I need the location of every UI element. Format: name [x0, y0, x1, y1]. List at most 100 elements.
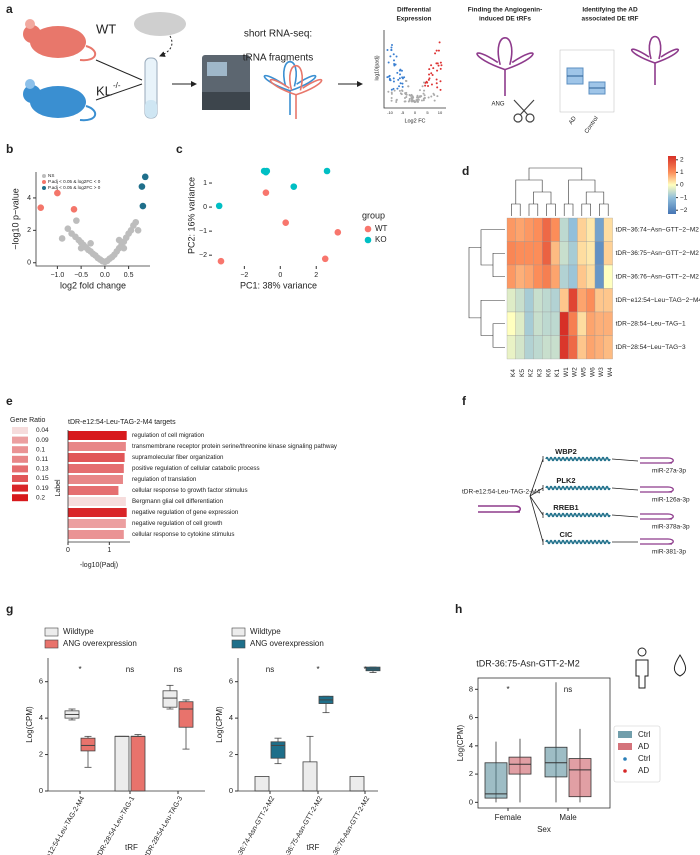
mini-point [436, 95, 439, 98]
mini-point [421, 85, 424, 88]
y-tick-label: 0 [39, 786, 43, 795]
legend-swatch [12, 494, 28, 502]
heat-cell [603, 217, 613, 242]
heat-cell [524, 241, 534, 266]
legend-label: ANG overexpression [63, 639, 137, 648]
mini-point [391, 44, 394, 47]
mini-point [390, 46, 393, 49]
colorbar-label: 0 [680, 182, 684, 189]
point [290, 183, 298, 190]
tail [79, 105, 96, 122]
y-tick-label: −1 [199, 228, 207, 235]
mirna-label: miR-126a-3p [652, 497, 690, 504]
legend-label: 0.15 [36, 475, 49, 482]
y-tick-label: 0 [229, 786, 233, 795]
column-label: K4 [510, 369, 517, 377]
mini-tick-label: 5 [426, 110, 429, 115]
mini-point [395, 99, 398, 102]
legend-label: 0.11 [36, 456, 49, 463]
mini-point [415, 98, 418, 101]
x-axis-label: PC1: 38% variance [240, 280, 317, 290]
dendrogram [492, 323, 505, 348]
heat-cell [559, 335, 569, 360]
legend-swatch [618, 743, 632, 750]
y-axis-label: Log(CPM) [215, 706, 224, 743]
column-label: W6 [589, 367, 596, 377]
mini-point [395, 100, 398, 103]
x-tick-label: tDR-e12:54-Leu-TAG-2-M4 [38, 795, 86, 855]
legend-swatch [44, 627, 59, 637]
x-tick-label: −0.5 [74, 272, 88, 279]
mini-point [436, 69, 439, 72]
x-tick-label: 1 [107, 547, 111, 554]
mini-point [431, 73, 434, 76]
legend-marker [42, 180, 46, 184]
legend-swatch [12, 465, 28, 473]
heat-cell [594, 241, 604, 266]
mini-point [422, 99, 425, 102]
mini-point [400, 69, 403, 72]
box [349, 776, 365, 792]
mini-point [424, 84, 427, 87]
point [120, 244, 128, 252]
mini-point [430, 72, 433, 75]
heat-cell [533, 335, 543, 360]
heat-cell [586, 335, 596, 360]
panel-label: c [176, 142, 183, 156]
trna-arm [289, 64, 303, 91]
mini-tick-label: 10 [438, 110, 443, 115]
inhibition [529, 458, 544, 497]
term-label: transmembrane receptor protein serine/th… [132, 443, 338, 450]
bar [68, 464, 124, 473]
heat-cell [568, 264, 578, 289]
heat-cell [586, 217, 596, 242]
trna-arm [283, 60, 297, 87]
legend-label: NS [48, 173, 54, 178]
panel-label: b [6, 142, 13, 156]
mini-point [405, 95, 408, 98]
x-axis-label: tRF [125, 843, 138, 852]
panel-a-art [23, 12, 615, 123]
point [87, 240, 94, 247]
dendrogram [528, 203, 539, 216]
bar [68, 486, 119, 495]
mini-point [408, 98, 411, 101]
term-label: cellular response to growth factor stimu… [132, 487, 248, 494]
heat-cell [515, 264, 525, 289]
mini-point [407, 100, 410, 103]
trna-arm [263, 74, 291, 92]
mini-point [387, 75, 390, 78]
wt-label: WT [96, 21, 116, 36]
y-axis-label: Label [55, 479, 62, 497]
y-axis-label: −log10 p−value [10, 188, 20, 250]
x-axis-label: Sex [537, 825, 551, 834]
mini-point [426, 81, 429, 84]
mini-point [437, 49, 440, 52]
x-axis-label: tRF [307, 843, 320, 852]
mini-point [413, 100, 416, 103]
term-label: regulation of cell migration [132, 432, 205, 439]
point [282, 219, 289, 227]
legend-label: 0.13 [36, 466, 49, 473]
legend-label: 0.09 [36, 437, 49, 444]
heat-cell [603, 288, 613, 313]
mini-point [408, 94, 411, 97]
point [321, 255, 329, 263]
y-tick-label: 2 [27, 227, 31, 234]
legend-swatch [12, 436, 28, 444]
mouse-head [23, 25, 41, 43]
point [141, 173, 149, 181]
chart-title: tDR-e12:54-Leu-TAG-2-M4 targets [68, 419, 176, 426]
panel-label: h [455, 602, 462, 616]
mini-point [398, 85, 401, 88]
heat-cell [594, 311, 604, 336]
ang-label: ANG [491, 102, 504, 108]
arrow [159, 35, 173, 57]
heat-cell [550, 264, 560, 289]
heat-cell [603, 264, 613, 289]
column-label: K2 [528, 369, 535, 377]
mini-point [439, 80, 442, 83]
column-label: K3 [537, 369, 544, 377]
mini-point [403, 76, 406, 79]
trna-arm [648, 35, 662, 60]
